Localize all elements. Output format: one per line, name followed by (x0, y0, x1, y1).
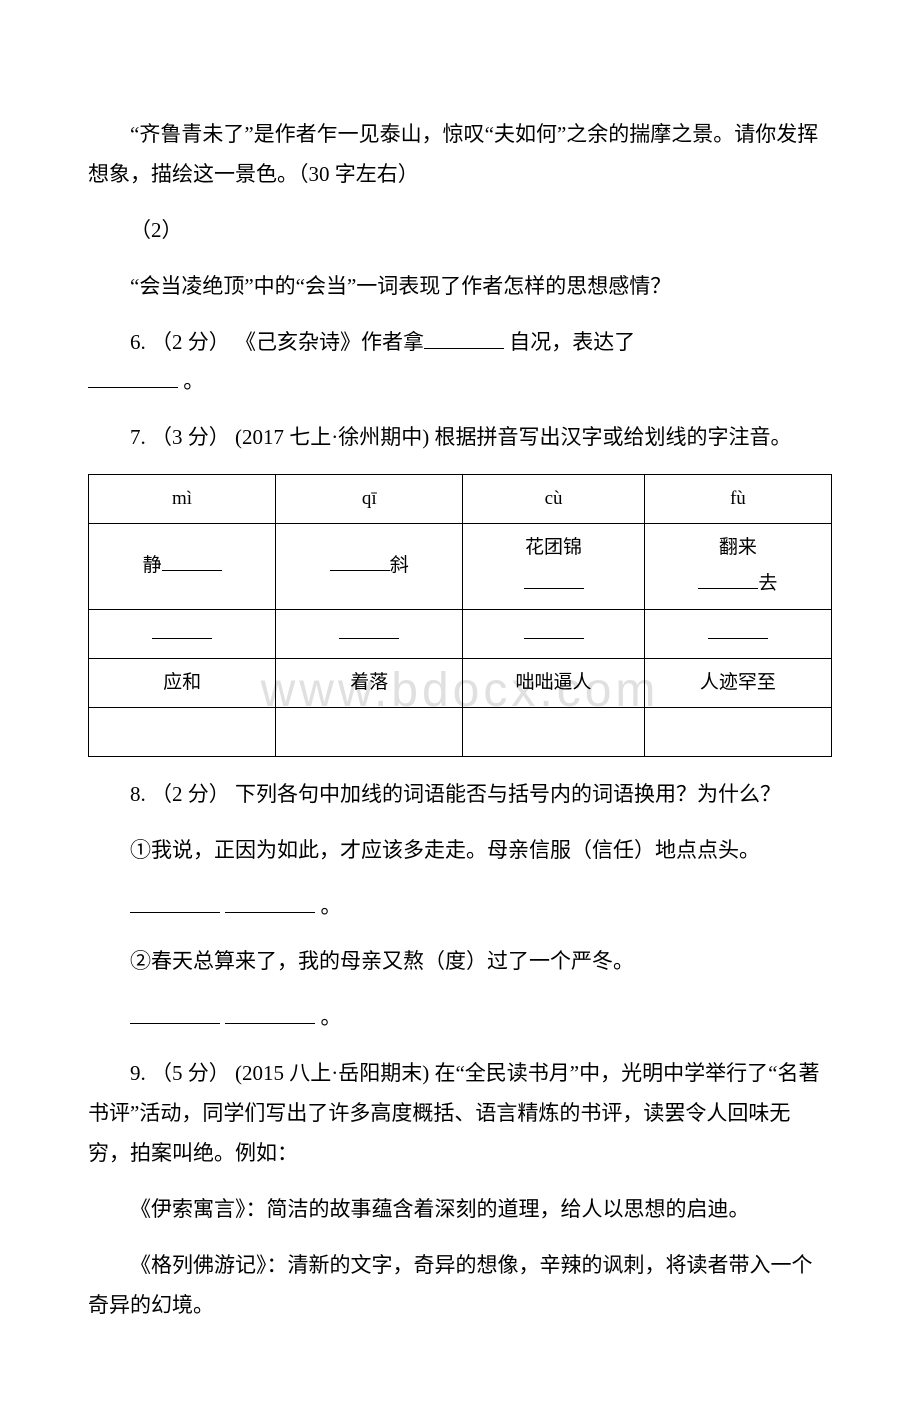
blank-fill[interactable] (708, 620, 768, 639)
table-cell (463, 609, 645, 658)
question-6: 6. （2 分） 《己亥杂诗》作者拿 自况，表达了 。 (88, 323, 832, 403)
cell-text: 静 (143, 555, 162, 576)
question-9: 9. （5 分） (2015 八上·岳阳期末) 在“全民读书月”中，光明中学举行… (88, 1054, 832, 1174)
cell-text: 花团锦 (525, 537, 582, 558)
table-cell: 花团锦 (463, 524, 645, 609)
answer-line: 。 (88, 998, 832, 1038)
paragraph-1: “齐鲁青未了”是作者乍一见泰山，惊叹“夫如何”之余的揣摩之景。请你发挥想象，描绘… (88, 115, 832, 195)
table-cell (463, 707, 645, 756)
question-8-item-2: ②春天总算来了，我的母亲又熬（度）过了一个严冬。 (88, 942, 832, 982)
q6-prefix: 6. （2 分） 《己亥杂诗》作者拿 (130, 330, 424, 354)
blank-fill[interactable] (225, 892, 315, 913)
pinyin-table: mì qī cù fù 静 斜 花团锦 翻来去 应和 着落 咄咄逼人 人迹罕至 (88, 474, 832, 757)
blank-fill[interactable] (88, 367, 178, 388)
q6-mid: 自况，表达了 (504, 330, 635, 354)
cell-text: 斜 (390, 555, 409, 576)
period: 。 (315, 894, 341, 918)
table-cell: qī (276, 475, 463, 524)
question-7: 7. （3 分） (2017 七上·徐州期中) 根据拼音写出汉字或给划线的字注音… (88, 418, 832, 458)
table-cell: 咄咄逼人 (463, 658, 645, 707)
table-cell: fù (644, 475, 831, 524)
table-cell: 斜 (276, 524, 463, 609)
table-cell: 翻来去 (644, 524, 831, 609)
table-row (89, 609, 832, 658)
table-cell (644, 609, 831, 658)
blank-fill[interactable] (339, 620, 399, 639)
q6-suffix: 。 (178, 369, 204, 393)
question-8-item-1: ①我说，正因为如此，才应该多走走。母亲信服（信任）地点点头。 (88, 831, 832, 871)
table-cell: 人迹罕至 (644, 658, 831, 707)
table-row (89, 707, 832, 756)
table-row: 静 斜 花团锦 翻来去 (89, 524, 832, 609)
blank-fill[interactable] (152, 620, 212, 639)
blank-fill[interactable] (162, 552, 222, 571)
table-cell: 应和 (89, 658, 276, 707)
table-cell (89, 707, 276, 756)
blank-fill[interactable] (698, 570, 758, 589)
blank-fill[interactable] (130, 892, 220, 913)
table-row: 应和 着落 咄咄逼人 人迹罕至 (89, 658, 832, 707)
example-a: 《伊索寓言》：简洁的故事蕴含着深刻的道理，给人以思想的启迪。 (88, 1190, 832, 1230)
table-cell (276, 609, 463, 658)
blank-fill[interactable] (424, 328, 504, 349)
table-row: mì qī cù fù (89, 475, 832, 524)
table-cell: mì (89, 475, 276, 524)
table-cell (276, 707, 463, 756)
table-cell: 着落 (276, 658, 463, 707)
cell-text: 翻来 (719, 537, 757, 558)
blank-fill[interactable] (524, 620, 584, 639)
table-cell: 静 (89, 524, 276, 609)
blank-fill[interactable] (524, 570, 584, 589)
blank-fill[interactable] (330, 552, 390, 571)
table-cell (89, 609, 276, 658)
period: 。 (315, 1005, 341, 1029)
example-b: 《格列佛游记》：清新的文字，奇异的想像，辛辣的讽刺，将读者带入一个奇异的幻境。 (88, 1246, 832, 1326)
blank-fill[interactable] (225, 1003, 315, 1024)
answer-line: 。 (88, 887, 832, 927)
paragraph-3: “会当凌绝顶”中的“会当”一词表现了作者怎样的思想感情？ (88, 267, 832, 307)
cell-text: 去 (758, 573, 777, 594)
question-8: 8. （2 分） 下列各句中加线的词语能否与括号内的词语换用？为什么？ (88, 775, 832, 815)
table-cell: cù (463, 475, 645, 524)
subquestion-2: （2） (88, 211, 832, 251)
table-cell (644, 707, 831, 756)
blank-fill[interactable] (130, 1003, 220, 1024)
